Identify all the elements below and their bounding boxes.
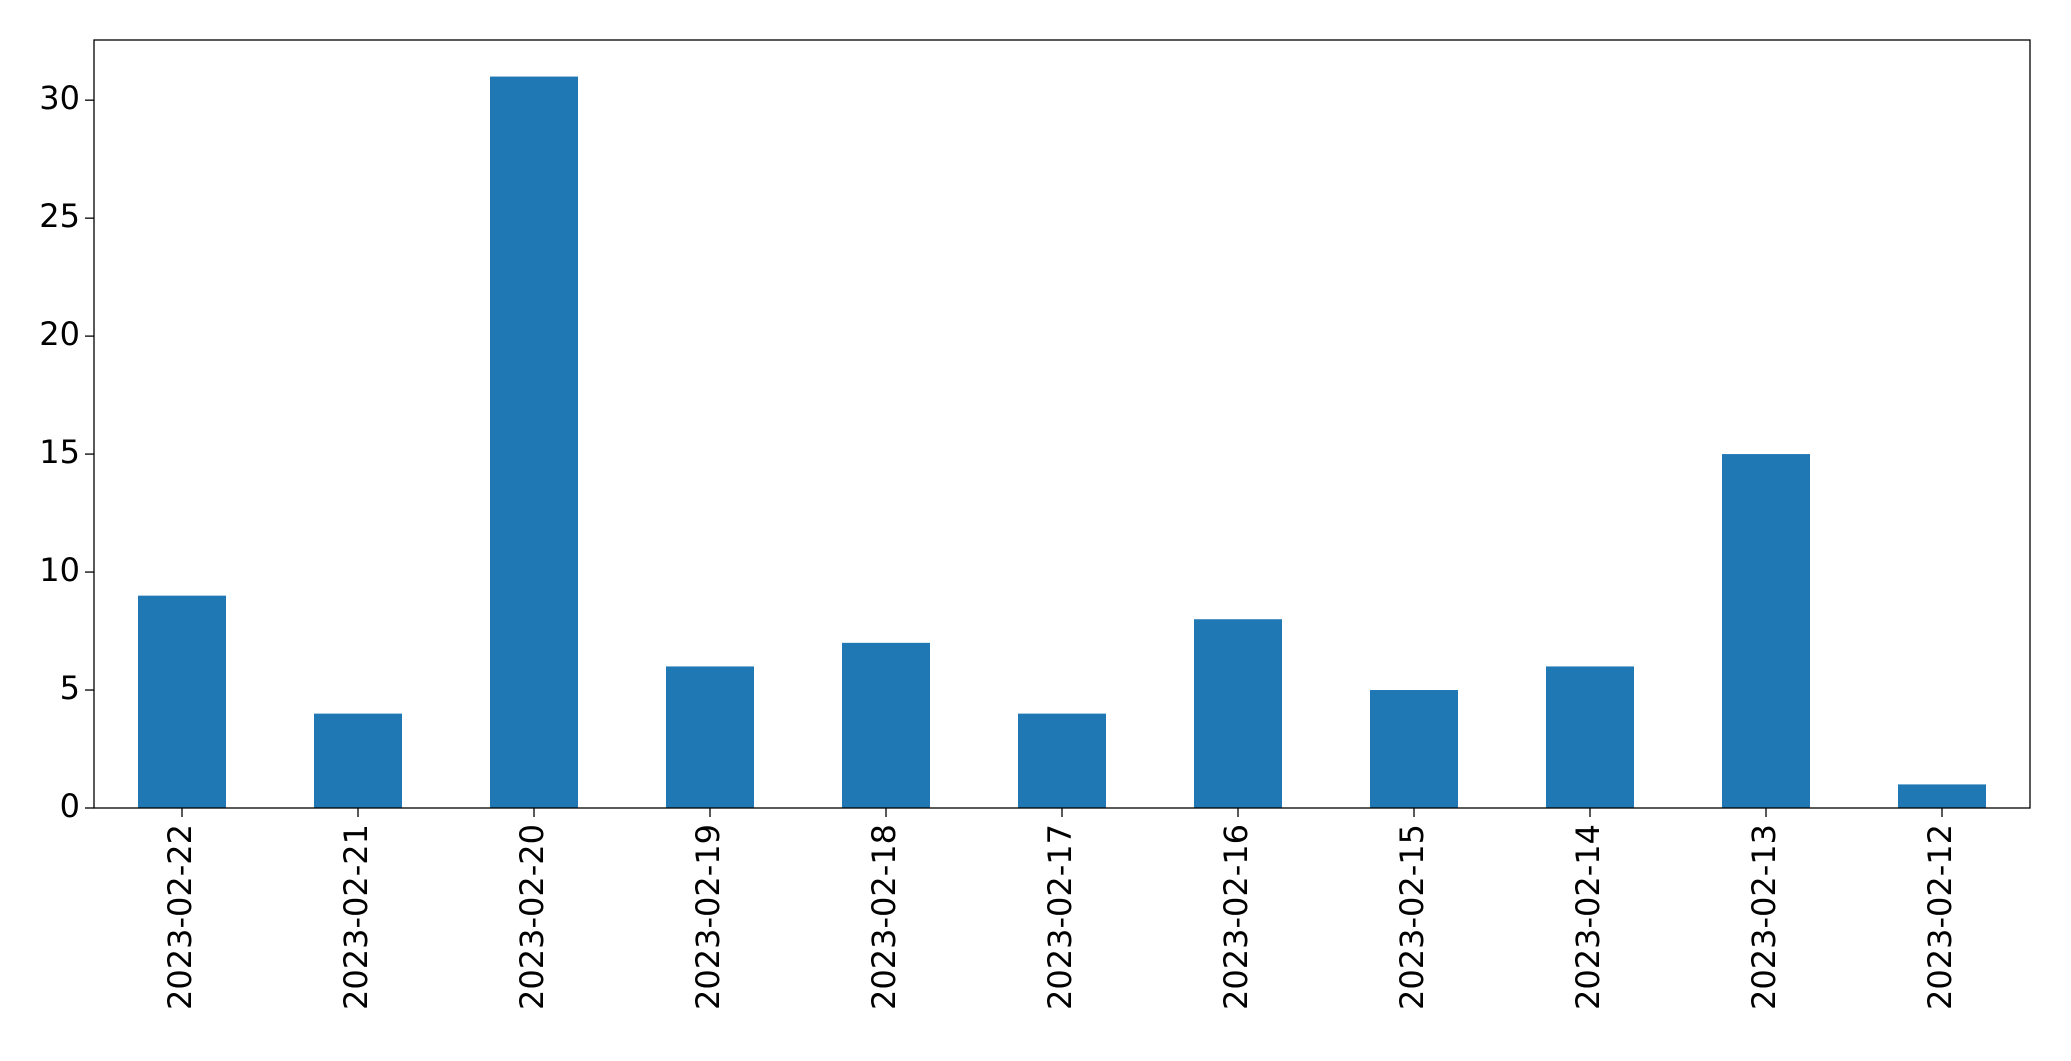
x-tick-label: 2023-02-13: [1745, 824, 1783, 1010]
bar: [490, 76, 578, 809]
x-tick-label: 2023-02-14: [1569, 824, 1607, 1010]
x-tick-label: 2023-02-16: [1217, 824, 1255, 1010]
x-tick-label: 2023-02-22: [161, 824, 199, 1010]
x-tick-label: 2023-02-18: [865, 824, 903, 1010]
plot-frame: [93, 39, 2031, 809]
x-tick-label: 2023-02-21: [337, 824, 375, 1010]
y-tick-label: 25: [39, 197, 80, 235]
bar: [1018, 713, 1106, 808]
x-tick-label: 2023-02-17: [1041, 824, 1079, 1010]
x-tick-label: 2023-02-12: [1921, 824, 1959, 1010]
bar: [1722, 454, 1810, 808]
bar: [666, 666, 754, 808]
bar: [1546, 666, 1634, 808]
bar: [1898, 784, 1986, 808]
y-tick-label: 5: [60, 669, 80, 707]
x-tick-label: 2023-02-15: [1393, 824, 1431, 1010]
bar: [1370, 690, 1458, 808]
x-tick-label: 2023-02-20: [513, 824, 551, 1010]
x-tick-label: 2023-02-19: [689, 824, 727, 1010]
y-tick-label: 0: [60, 787, 80, 825]
y-tick-label: 15: [39, 433, 80, 471]
bar: [314, 713, 402, 808]
bar: [138, 595, 226, 808]
y-tick-label: 30: [39, 79, 80, 117]
y-tick-label: 10: [39, 551, 80, 589]
y-tick-label: 20: [39, 315, 80, 353]
bar: [1194, 619, 1282, 808]
bar: [842, 642, 930, 808]
